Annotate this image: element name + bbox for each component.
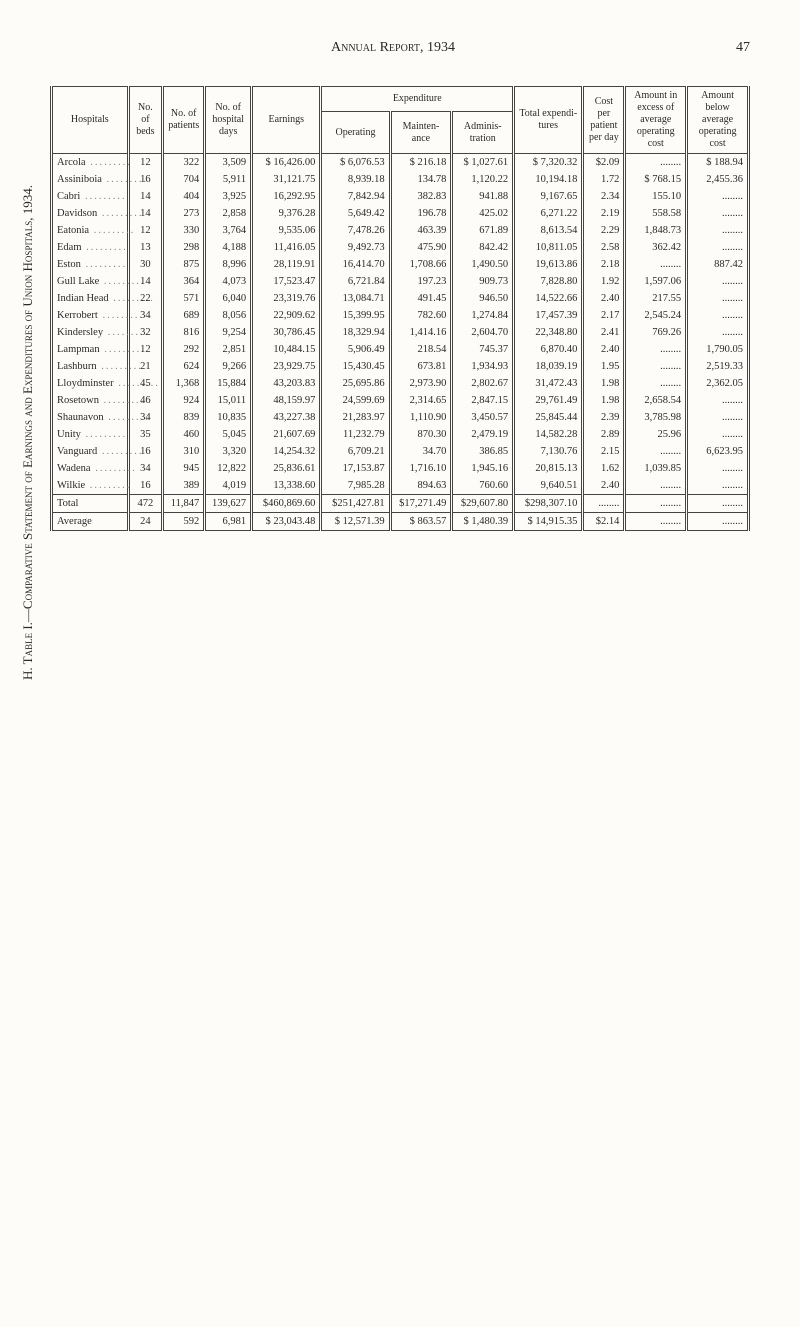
th-patients: No. of patients (163, 87, 205, 154)
hospital-name: Assiniboia (52, 171, 129, 188)
hospital-name: Kindersley (52, 324, 129, 341)
th-excess: Amount in excess of average operating co… (625, 87, 687, 154)
table-caption: H. Table I.—Comparative Statement of Ear… (20, 185, 36, 680)
th-cost-per: Cost per patient per day (583, 87, 625, 154)
earnings-expenditure-table: Hospitals No. of beds No. of patients No… (50, 86, 750, 531)
page-number: 47 (736, 40, 750, 56)
total-label: Total (52, 495, 129, 513)
th-admin: Adminis- tration (452, 112, 514, 154)
table-row: Wadena3494512,82225,836.6117,153.871,716… (52, 460, 749, 477)
table-row: Rosetown4692415,01148,159.9724,599.692,3… (52, 392, 749, 409)
hospital-name: Indian Head (52, 290, 129, 307)
th-maintenance: Mainten- ance (390, 112, 452, 154)
hospital-name: Arcola (52, 154, 129, 172)
hospital-name: Lashburn (52, 358, 129, 375)
totals-row: Total 472 11,847 139,627 $460,869.60 $25… (52, 495, 749, 513)
hospital-name: Wilkie (52, 477, 129, 495)
table-row: Indian Head225716,04023,319.7613,084.714… (52, 290, 749, 307)
table-row: Shaunavon3483910,83543,227.3821,283.971,… (52, 409, 749, 426)
hospital-name: Edam (52, 239, 129, 256)
hospital-name: Eatonia (52, 222, 129, 239)
table-row: Kerrobert346898,05622,909.6215,399.95782… (52, 307, 749, 324)
th-days: No. of hospital days (205, 87, 252, 154)
hospital-name: Unity (52, 426, 129, 443)
average-row: Average 24 592 6,981 $ 23,043.48 $ 12,57… (52, 513, 749, 531)
table-row: Kindersley328169,25430,786.4518,329.941,… (52, 324, 749, 341)
table-row: Vanguard163103,32014,254.326,709.2134.70… (52, 443, 749, 460)
table-row: Edam132984,18811,416.059,492.73475.90842… (52, 239, 749, 256)
table-row: Lloydminster451,36815,88443,203.8325,695… (52, 375, 749, 392)
table-row: Unity354605,04521,607.6911,232.79870.302… (52, 426, 749, 443)
th-earnings: Earnings (252, 87, 321, 154)
th-hospitals: Hospitals (52, 87, 129, 154)
th-operating: Operating (321, 112, 390, 154)
hospital-name: Eston (52, 256, 129, 273)
table-row: Arcola123223,509$ 16,426.00$ 6,076.53$ 2… (52, 154, 749, 172)
average-label: Average (52, 513, 129, 531)
hospital-name: Rosetown (52, 392, 129, 409)
table-row: Gull Lake143644,07317,523.476,721.84197.… (52, 273, 749, 290)
running-header: Annual Report, 1934 47 (50, 40, 750, 56)
hospital-name: Shaunavon (52, 409, 129, 426)
table-row: Eatonia123303,7649,535.067,478.26463.396… (52, 222, 749, 239)
th-total: Total expendi- tures (514, 87, 583, 154)
table-row: Cabri144043,92516,292.957,842.94382.8394… (52, 188, 749, 205)
hospital-name: Wadena (52, 460, 129, 477)
table-row: Assiniboia167045,91131,121.758,939.18134… (52, 171, 749, 188)
th-expenditure-group: Expenditure (321, 87, 514, 112)
table-row: Lampman122922,85110,484.155,906.49218.54… (52, 341, 749, 358)
running-title: Annual Report, 1934 (331, 40, 455, 56)
table-row: Wilkie163894,01913,338.607,985.28894.637… (52, 477, 749, 495)
table-row: Lashburn216249,26623,929.7515,430.45673.… (52, 358, 749, 375)
hospital-name: Vanguard (52, 443, 129, 460)
table-row: Eston308758,99628,119.9116,414.701,708.6… (52, 256, 749, 273)
table-row: Davidson142732,8589,376.285,649.42196.78… (52, 205, 749, 222)
th-below: Amount below average operating cost (687, 87, 749, 154)
hospital-name: Lloydminster (52, 375, 129, 392)
hospital-name: Davidson (52, 205, 129, 222)
hospital-name: Cabri (52, 188, 129, 205)
hospital-name: Gull Lake (52, 273, 129, 290)
th-beds: No. of beds (128, 87, 163, 154)
hospital-name: Lampman (52, 341, 129, 358)
hospital-name: Kerrobert (52, 307, 129, 324)
